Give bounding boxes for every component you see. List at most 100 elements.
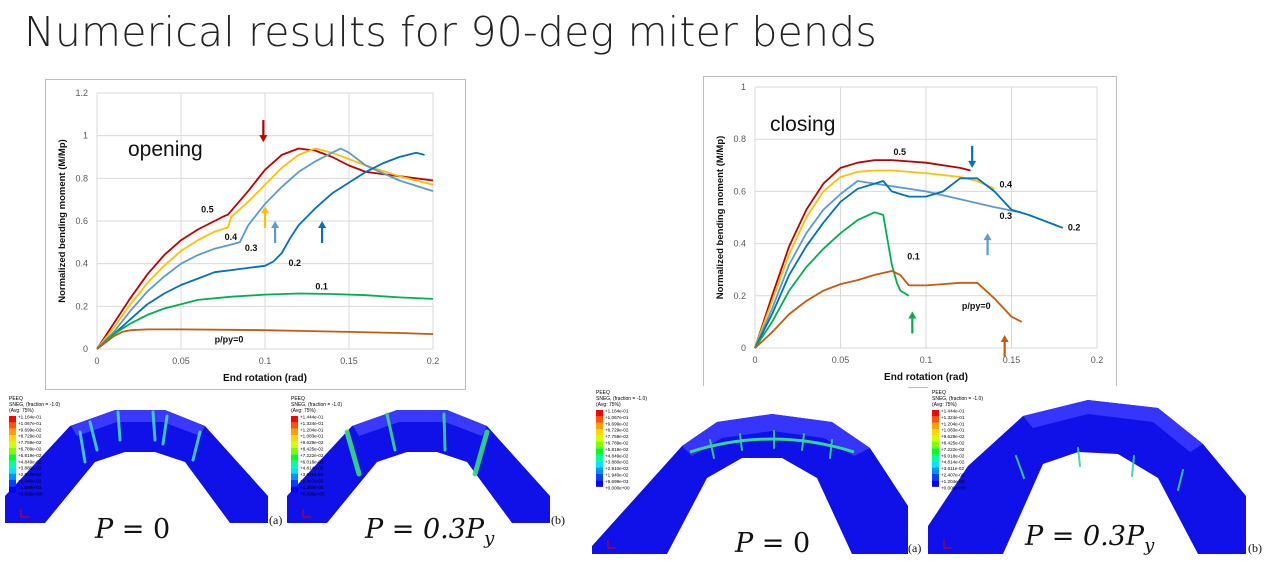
- arrow-marker: [318, 221, 327, 243]
- bend-mesh: [592, 414, 908, 554]
- legend-value: +1.204e-01: [941, 421, 965, 426]
- plastic-strain-band: [1015, 455, 1025, 479]
- legend-value: +4.849e-02: [605, 453, 629, 458]
- x-tick-label: 0.15: [340, 356, 358, 366]
- legend-value: +5.819e-02: [605, 447, 629, 452]
- plastic-strain-band: [116, 410, 122, 442]
- plastic-strain-band: [88, 420, 99, 452]
- fem-opening-p03: PEEQ SNEG, (fraction = -1.0) (Avg: 75%) +1.…: [287, 392, 550, 523]
- legend-swatch: [932, 410, 939, 417]
- legend-avg: (Avg: 75%): [9, 408, 34, 414]
- legend-sub: SNEG, (fraction = -1.0): [291, 402, 342, 408]
- legend-swatch: [291, 486, 298, 493]
- legend-value: +3.880e-02: [18, 466, 42, 471]
- legend-avg: (Avg: 75%): [291, 408, 316, 414]
- plastic-strain-band: [689, 437, 855, 454]
- legend-value: +7.222e-02: [300, 453, 324, 458]
- legend-swatch: [932, 442, 939, 449]
- x-axis-label: End rotation (rad): [884, 372, 968, 383]
- legend-swatch: [932, 461, 939, 468]
- plastic-strain-band: [385, 412, 397, 452]
- y-tick-label: 0: [83, 344, 88, 354]
- legend-value: +0.000e+00: [300, 491, 325, 496]
- legend-swatch: [291, 422, 298, 429]
- arrow-marker: [1000, 334, 1009, 357]
- arrow-marker: [261, 206, 269, 229]
- legend-swatch: [932, 416, 939, 423]
- legend-sub: SNEG, (fraction = -1.0): [596, 396, 647, 402]
- legend-value: +9.699e-02: [605, 421, 629, 426]
- bend-top-face: [1023, 400, 1203, 452]
- slide-title: Numerical results for 90-deg miter bends: [24, 8, 877, 56]
- legend-value: +0.000e+00: [941, 485, 966, 490]
- x-tick-label: 0.1: [259, 356, 272, 366]
- series-label: 0.4: [1000, 179, 1013, 189]
- legend-swatch: [596, 435, 603, 442]
- y-tick-label: 0.8: [733, 134, 746, 144]
- legend-title: PEEQ: [9, 396, 23, 402]
- plastic-strain-band: [829, 439, 833, 459]
- legend-value: +4.814e-02: [941, 460, 965, 465]
- x-tick-label: 0.2: [427, 356, 440, 366]
- legend-swatch: [9, 460, 16, 468]
- legend-swatch: [291, 460, 298, 468]
- legend-swatch: [9, 454, 16, 461]
- equation-p-zero-right: P = 0: [735, 528, 811, 559]
- legend-value: +7.222e-02: [941, 447, 965, 452]
- legend-swatch: [596, 454, 603, 462]
- bend-mesh: [928, 400, 1246, 554]
- legend-value: +3.611e-02: [300, 472, 323, 477]
- legend-value: +6.789e-02: [18, 447, 42, 452]
- legend-value: +0.000e+00: [18, 491, 43, 496]
- bend-mesh: [287, 410, 550, 523]
- arrow-marker: [271, 221, 280, 243]
- series-label: 0.5: [201, 204, 214, 214]
- series-line-0: [754, 270, 1023, 349]
- y-tick-label: 1: [83, 131, 88, 141]
- legend-swatch: [932, 467, 939, 474]
- x-tick-label: 0: [752, 355, 757, 365]
- x-tick-label: 0.05: [172, 356, 190, 366]
- legend-swatch: [9, 473, 16, 480]
- legend-swatch: [932, 448, 939, 455]
- plastic-strain-band: [1177, 469, 1184, 491]
- legend-swatch: [932, 474, 939, 481]
- plastic-strain-band: [161, 414, 169, 446]
- y-tick-label: 0.4: [75, 259, 88, 269]
- panel-tag-b-left: (b): [551, 513, 565, 527]
- legend-swatch: [291, 473, 298, 480]
- x-tick-label: 0.1: [920, 355, 933, 365]
- opening-chart-frame: 0 0.2 0.4 0.6 0.8 1 1.2 0 0.05 0.1 0.15 0.2 End rota…: [45, 79, 466, 390]
- plastic-strain-band: [1131, 455, 1135, 477]
- series-label: 0.1: [315, 281, 328, 291]
- series-label: 0.3: [245, 243, 258, 253]
- legend-swatch: [596, 429, 603, 436]
- series-label: 0.5: [894, 147, 907, 157]
- legend-value: +1.324e-01: [300, 421, 324, 426]
- plastic-strain-band: [472, 429, 490, 477]
- legend-value: +1.444e-01: [941, 409, 965, 414]
- legend-value: +8.729e-02: [605, 428, 629, 433]
- y-tick-label: 0.8: [75, 173, 88, 183]
- series-line-0.3: [754, 180, 1021, 349]
- legend-value: +8.729e-02: [18, 434, 42, 439]
- series-line-0.1: [96, 292, 434, 350]
- legend-value: +1.204e-01: [300, 427, 324, 432]
- fem-closing-p03: PEEQ SNEG, (fraction = -1.0) (Avg: 75%) +1.…: [928, 386, 1246, 554]
- legend-swatch: [291, 454, 298, 461]
- legend-value: +2.407e-02: [941, 473, 965, 478]
- equation-p-03py-right: P = 0.3Py: [1025, 521, 1155, 556]
- legend-value: +9.629e-02: [300, 440, 324, 445]
- legend-value: +1.444e-01: [300, 415, 324, 420]
- legend-value: +1.204e-02: [941, 479, 965, 484]
- bend-mesh: [5, 410, 268, 523]
- legend-value: +9.699e-03: [18, 485, 42, 490]
- legend-swatch: [932, 454, 939, 462]
- x-tick-label: 0.15: [1003, 355, 1021, 365]
- legend-value: +1.164e-01: [605, 409, 629, 414]
- opening-chart: 0 0.2 0.4 0.6 0.8 1 1.2 0 0.05 0.1 0.15 0.2 End rota…: [57, 88, 440, 384]
- legend-swatch: [291, 435, 298, 442]
